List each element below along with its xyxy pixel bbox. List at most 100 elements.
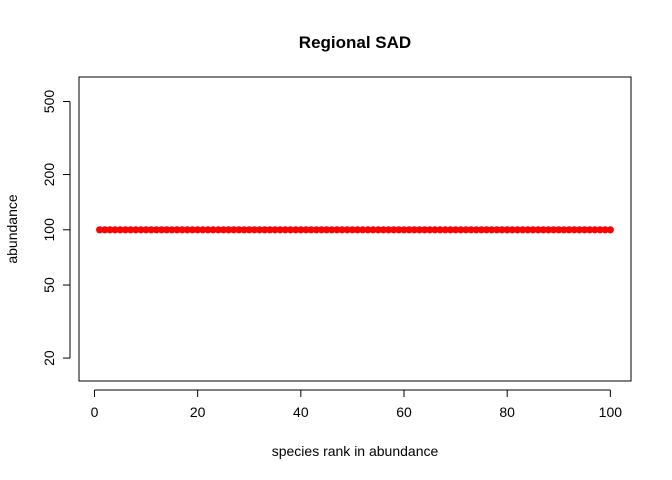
data-point	[467, 226, 475, 234]
data-point	[426, 226, 434, 234]
data-point	[436, 226, 444, 234]
data-point	[168, 226, 176, 234]
data-point	[271, 226, 279, 234]
data-point	[183, 226, 191, 234]
data-point	[343, 226, 351, 234]
data-point	[472, 226, 480, 234]
data-point	[96, 226, 104, 234]
x-tick-label: 100	[599, 404, 623, 420]
data-point	[431, 226, 439, 234]
data-point	[421, 226, 429, 234]
data-point	[245, 226, 253, 234]
data-point	[312, 226, 320, 234]
x-axis-label: species rank in abundance	[272, 443, 439, 459]
x-tick-label: 60	[396, 404, 412, 420]
data-point	[111, 226, 119, 234]
data-point	[235, 226, 243, 234]
data-point	[163, 226, 171, 234]
data-point	[462, 226, 470, 234]
data-point	[606, 226, 614, 234]
data-point	[580, 226, 589, 234]
data-point	[379, 226, 387, 234]
data-point	[132, 226, 140, 234]
data-point	[369, 226, 377, 234]
data-point	[565, 226, 573, 234]
data-point	[255, 226, 264, 234]
data-point	[225, 226, 233, 234]
data-point	[544, 226, 553, 234]
data-point	[415, 226, 424, 234]
data-point	[596, 226, 604, 234]
data-point	[390, 226, 398, 234]
data-point	[534, 226, 542, 234]
data-point	[188, 226, 197, 234]
data-point	[513, 226, 522, 234]
y-tick-label: 50	[41, 277, 57, 293]
data-point	[482, 226, 491, 234]
y-tick-label: 20	[41, 350, 57, 366]
data-point	[441, 226, 449, 234]
data-point	[586, 226, 594, 234]
data-point	[204, 226, 212, 234]
data-point	[575, 226, 584, 234]
data-point	[178, 226, 186, 234]
chart-title: Regional SAD	[299, 33, 411, 52]
data-point	[297, 226, 305, 234]
data-point	[457, 226, 465, 234]
data-point	[400, 226, 408, 234]
data-point	[147, 226, 155, 234]
data-point	[560, 226, 568, 234]
data-point	[338, 226, 346, 234]
data-point	[292, 226, 300, 234]
plot-frame	[78, 76, 632, 382]
data-point	[276, 226, 284, 234]
data-point	[503, 226, 511, 234]
data-point	[281, 226, 289, 234]
data-point	[214, 226, 222, 234]
data-point	[106, 226, 114, 234]
data-point	[374, 226, 382, 234]
x-tick-label: 80	[499, 404, 515, 420]
data-point	[157, 226, 166, 234]
data-point	[219, 226, 228, 234]
data-point	[410, 226, 418, 234]
data-point	[333, 226, 341, 234]
data-point	[524, 226, 532, 234]
data-point	[519, 226, 527, 234]
data-point	[286, 226, 295, 234]
data-point	[591, 226, 599, 234]
data-point	[570, 226, 578, 234]
data-point	[142, 226, 150, 234]
data-point	[446, 226, 455, 234]
data-point	[328, 226, 336, 234]
data-point	[384, 226, 393, 234]
y-tick-label: 200	[41, 163, 57, 187]
data-point	[230, 226, 238, 234]
data-point	[137, 226, 145, 234]
data-point	[364, 226, 372, 234]
y-tick-label: 100	[41, 218, 57, 242]
data-point	[498, 226, 506, 234]
data-point	[601, 226, 609, 234]
data-point	[317, 226, 326, 234]
data-point	[307, 226, 315, 234]
data-point	[353, 226, 362, 234]
data-point	[266, 226, 274, 234]
data-point	[194, 226, 202, 234]
data-point	[323, 226, 331, 234]
data-point	[152, 226, 160, 234]
y-axis: 20 50 100 200 500	[41, 90, 71, 366]
data-point	[302, 226, 310, 234]
data-point	[250, 226, 259, 234]
x-tick-label: 20	[190, 404, 206, 420]
data-point	[451, 226, 460, 234]
data-point	[101, 226, 109, 234]
x-axis: 0 20 40 60 80 100	[91, 389, 623, 420]
data-point	[261, 226, 269, 234]
y-tick-label: 500	[41, 90, 57, 114]
data-points	[96, 226, 614, 234]
data-point	[126, 226, 135, 234]
data-point	[121, 226, 130, 234]
data-point	[477, 226, 485, 234]
